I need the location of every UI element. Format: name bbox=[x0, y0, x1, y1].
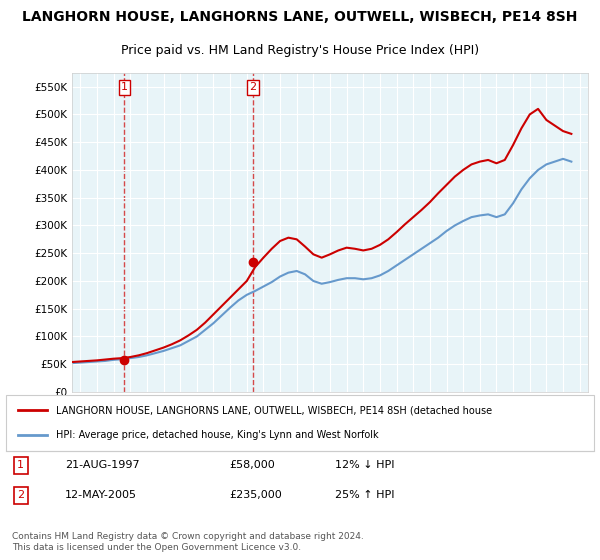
Text: 25% ↑ HPI: 25% ↑ HPI bbox=[335, 491, 395, 501]
Text: 2: 2 bbox=[17, 491, 24, 501]
Text: 21-AUG-1997: 21-AUG-1997 bbox=[65, 460, 139, 470]
Text: 12% ↓ HPI: 12% ↓ HPI bbox=[335, 460, 395, 470]
Text: HPI: Average price, detached house, King's Lynn and West Norfolk: HPI: Average price, detached house, King… bbox=[56, 430, 379, 440]
Text: Contains HM Land Registry data © Crown copyright and database right 2024.
This d: Contains HM Land Registry data © Crown c… bbox=[12, 532, 364, 552]
Text: LANGHORN HOUSE, LANGHORNS LANE, OUTWELL, WISBECH, PE14 8SH (detached house: LANGHORN HOUSE, LANGHORNS LANE, OUTWELL,… bbox=[56, 405, 492, 416]
Text: Price paid vs. HM Land Registry's House Price Index (HPI): Price paid vs. HM Land Registry's House … bbox=[121, 44, 479, 57]
Text: £235,000: £235,000 bbox=[229, 491, 282, 501]
Text: 1: 1 bbox=[121, 82, 128, 92]
Text: 2: 2 bbox=[249, 82, 256, 92]
Text: 12-MAY-2005: 12-MAY-2005 bbox=[65, 491, 137, 501]
Text: LANGHORN HOUSE, LANGHORNS LANE, OUTWELL, WISBECH, PE14 8SH: LANGHORN HOUSE, LANGHORNS LANE, OUTWELL,… bbox=[22, 10, 578, 24]
Text: 1: 1 bbox=[17, 460, 24, 470]
Text: £58,000: £58,000 bbox=[229, 460, 275, 470]
